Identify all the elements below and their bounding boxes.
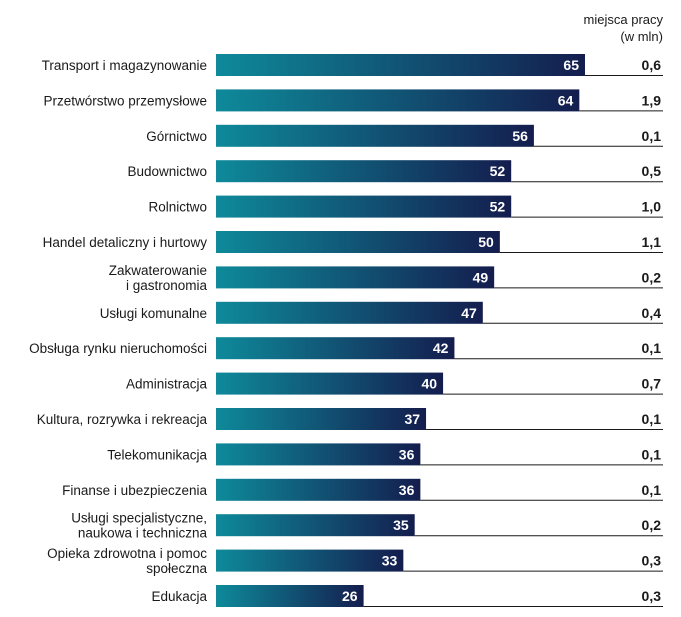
- category-label-8: Usługi komunalne: [100, 306, 207, 321]
- side-value-5: 1,0: [642, 199, 662, 215]
- side-value-12: 0,1: [642, 446, 662, 462]
- bar-value-label-15: 33: [382, 553, 398, 569]
- side-value-15: 0,3: [642, 553, 662, 569]
- bar-2: [216, 89, 580, 112]
- bar-value-label-11: 37: [404, 411, 420, 427]
- bar-value-label-8: 47: [461, 305, 477, 321]
- side-value-16: 0,3: [642, 588, 662, 604]
- side-value-1: 0,6: [642, 57, 662, 73]
- side-value-8: 0,4: [642, 305, 662, 321]
- side-value-6: 1,1: [642, 234, 662, 250]
- category-label-7-line-1: Zakwaterowanie: [109, 263, 207, 278]
- bar-5: [216, 195, 512, 218]
- category-label-13: Finanse i ubezpieczenia: [62, 483, 207, 498]
- bar-6: [216, 231, 500, 253]
- bar-value-label-9: 42: [433, 340, 449, 356]
- chart-rows: 65 0,6 Transport i magazynowanie 64 1,9 Przet…: [29, 54, 663, 607]
- bar-value-label-16: 26: [342, 588, 358, 604]
- side-value-14: 0,2: [642, 517, 662, 533]
- bar-3: [216, 124, 534, 147]
- category-label-12: Telekomunikacja: [107, 447, 207, 462]
- category-label-5: Rolnictwo: [148, 200, 207, 215]
- side-value-9: 0,1: [642, 340, 662, 356]
- bar-13: [216, 478, 421, 501]
- side-value-7: 0,2: [642, 269, 662, 285]
- side-value-2: 1,9: [642, 92, 662, 108]
- category-label-4: Budownictwo: [127, 164, 207, 179]
- bar-12: [216, 443, 421, 466]
- bar-14: [216, 514, 415, 537]
- category-label-6: Handel detaliczny i hurtowy: [43, 235, 208, 250]
- category-label-3: Górnictwo: [146, 129, 207, 144]
- bar-value-label-14: 35: [393, 517, 409, 533]
- category-label-9: Obsługa rynku nieruchomości: [29, 341, 207, 356]
- bar-15: [216, 549, 404, 572]
- category-label-2: Przetwórstwo przemysłowe: [43, 93, 207, 108]
- bar-11: [216, 408, 427, 430]
- category-label-14-line-1: Usługi specjalistyczne,: [71, 511, 207, 526]
- category-label-11: Kultura, rozrywka i rekreacja: [37, 412, 208, 427]
- side-value-3: 0,1: [642, 128, 662, 144]
- category-label-10: Administracja: [126, 377, 208, 392]
- bar-value-label-5: 52: [490, 199, 506, 215]
- bar-value-label-4: 52: [490, 163, 506, 179]
- bar-value-label-2: 64: [558, 92, 574, 108]
- bar-10: [216, 372, 444, 395]
- category-label-1: Transport i magazynowanie: [42, 58, 207, 73]
- side-value-10: 0,7: [642, 376, 662, 392]
- bar-8: [216, 301, 483, 324]
- bar-16: [216, 585, 364, 607]
- bar-value-label-1: 65: [563, 57, 579, 73]
- bar-1: [216, 54, 585, 76]
- bar-value-label-6: 50: [478, 234, 494, 250]
- bar-value-label-3: 56: [512, 128, 528, 144]
- bar-value-label-12: 36: [399, 446, 415, 462]
- bar-7: [216, 266, 495, 289]
- category-label-16: Edukacja: [151, 589, 207, 604]
- bar-value-label-7: 49: [473, 269, 489, 285]
- category-label-15-line-1: Opieka zdrowotna i pomoc: [47, 546, 207, 561]
- bar-value-label-10: 40: [421, 376, 437, 392]
- bar-9: [216, 337, 455, 360]
- side-value-13: 0,1: [642, 482, 662, 498]
- side-value-11: 0,1: [642, 411, 662, 427]
- side-column-header-line-2: (w mln): [620, 29, 663, 44]
- bar-4: [216, 160, 512, 183]
- side-column-header-line-1: miejsca pracy: [584, 12, 664, 27]
- side-value-4: 0,5: [642, 163, 662, 179]
- category-label-7-line-2: i gastronomia: [126, 278, 208, 293]
- category-label-14-line-2: naukowa i techniczna: [78, 526, 208, 541]
- bar-value-label-13: 36: [399, 482, 415, 498]
- category-label-15-line-2: społeczna: [146, 561, 207, 576]
